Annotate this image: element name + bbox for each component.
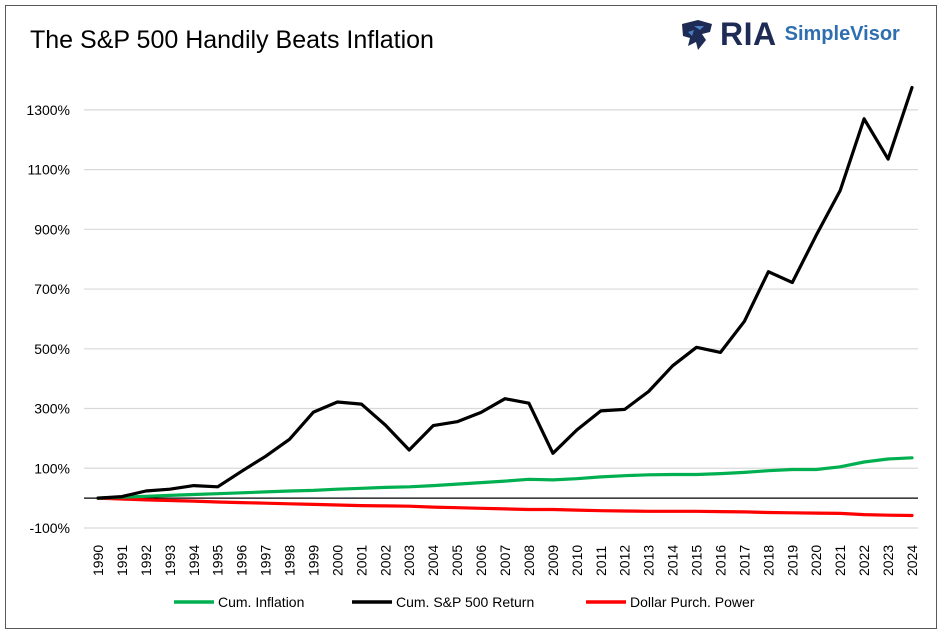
- legend: Cum. Inflation Cum. S&P 500 Return Dollar …: [174, 594, 755, 610]
- x-tick-label: 2018: [760, 545, 776, 576]
- x-tick-label: 2012: [617, 545, 633, 576]
- x-tick-label: 2004: [425, 545, 441, 576]
- y-tick-label: 1300%: [26, 102, 70, 118]
- x-tick-label: 2014: [665, 545, 681, 576]
- y-axis-ticks: -100% 100% 300% 500% 700% 900% 1100% 1300%: [26, 102, 70, 536]
- y-tick-label: 500%: [34, 341, 70, 357]
- x-tick-label: 2017: [736, 545, 752, 576]
- x-tick-label: 1993: [162, 545, 178, 576]
- legend-label: Dollar Purch. Power: [630, 594, 755, 610]
- y-tick-label: 1100%: [27, 162, 70, 178]
- eagle-icon: [682, 19, 712, 50]
- x-tick-label: 1991: [114, 545, 130, 576]
- x-tick-label: 2015: [689, 545, 705, 576]
- x-tick-label: 2013: [641, 545, 657, 576]
- y-tick-label: 300%: [34, 401, 70, 417]
- x-tick-label: 1994: [186, 545, 202, 576]
- x-tick-label: 2019: [784, 545, 800, 576]
- brand-name: RIA: [720, 16, 777, 52]
- x-tick-label: 1999: [306, 545, 322, 576]
- chart-title: The S&P 500 Handily Beats Inflation: [30, 26, 434, 54]
- chart-frame: [5, 5, 937, 629]
- x-tick-label: 2003: [401, 545, 417, 576]
- gridlines: [84, 109, 918, 529]
- x-tick-label: 2024: [904, 545, 920, 576]
- x-tick-label: 2006: [473, 545, 489, 576]
- x-tick-label: 1997: [258, 545, 274, 576]
- x-axis-ticks: 1990 1991 1992 1993 1994 1995 1996 1997 1998 1999…: [90, 545, 920, 576]
- legend-label: Cum. S&P 500 Return: [396, 594, 534, 610]
- x-tick-label: 2010: [569, 545, 585, 576]
- product-name: SimpleVisor: [784, 23, 900, 45]
- y-tick-label: 100%: [34, 460, 70, 476]
- x-tick-label: 2008: [521, 545, 537, 576]
- y-tick-label: -100%: [30, 520, 70, 536]
- x-tick-label: 2022: [856, 545, 872, 576]
- x-tick-label: 2001: [353, 545, 369, 576]
- series-line-0: [96, 456, 914, 500]
- y-tick-label: 700%: [34, 281, 70, 297]
- x-tick-label: 1990: [90, 545, 106, 576]
- x-tick-label: 2007: [497, 545, 513, 576]
- x-tick-label: 1996: [234, 545, 250, 576]
- x-tick-label: 2020: [808, 545, 824, 576]
- x-tick-label: 1998: [282, 545, 298, 576]
- x-tick-label: 2021: [832, 545, 848, 576]
- y-tick-label: 900%: [34, 221, 70, 237]
- x-tick-label: 2005: [449, 545, 465, 576]
- brand-logo: RIA SimpleVisor: [680, 16, 900, 53]
- x-tick-label: 2016: [713, 545, 729, 576]
- x-tick-label: 2009: [545, 545, 561, 576]
- legend-label: Cum. Inflation: [218, 594, 304, 610]
- x-tick-label: 2000: [329, 545, 345, 576]
- series-line-2: [96, 496, 914, 518]
- series-lines: [96, 85, 914, 518]
- series-line-1: [96, 85, 914, 500]
- x-tick-label: 2011: [593, 546, 609, 576]
- x-tick-label: 1995: [210, 545, 226, 576]
- x-tick-label: 1992: [138, 545, 154, 576]
- x-tick-label: 2002: [377, 545, 393, 576]
- x-tick-label: 2023: [880, 545, 896, 576]
